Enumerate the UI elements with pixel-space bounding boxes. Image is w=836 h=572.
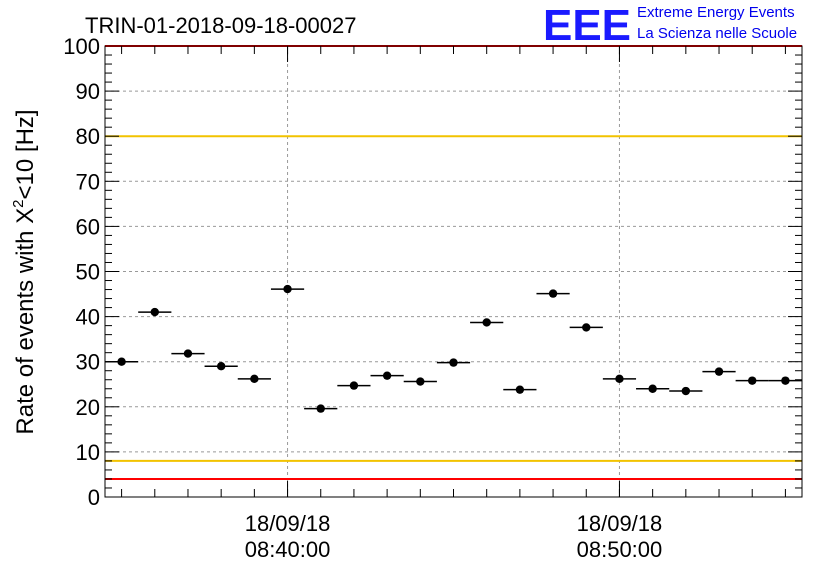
data-point xyxy=(615,374,624,384)
logo-line-2: La Scienza nelle Scuole xyxy=(637,25,797,42)
data-point xyxy=(117,357,126,366)
x-tick-date-label: 18/09/18 xyxy=(245,511,331,536)
y-tick-label: 30 xyxy=(76,350,100,375)
data-point xyxy=(648,384,657,393)
x-tick-date-label: 18/09/18 xyxy=(577,511,663,536)
data-point xyxy=(150,307,159,317)
y-tick-label: 50 xyxy=(76,260,100,285)
data-point xyxy=(714,367,724,376)
data-points xyxy=(105,284,802,413)
y-tick-label: 0 xyxy=(88,485,100,510)
y-tick-labels: 0 10 20 30 40 50 60 70 80 90 100 xyxy=(63,34,100,510)
data-point xyxy=(283,284,292,294)
y-tick-label: 70 xyxy=(76,169,100,194)
data-point xyxy=(316,404,325,413)
data-point xyxy=(349,381,359,390)
data-point xyxy=(216,362,226,371)
logo-mark: EEE xyxy=(543,1,631,50)
y-tick-label: 40 xyxy=(76,305,100,330)
data-point xyxy=(482,318,491,327)
y-tick-label: 60 xyxy=(76,214,100,239)
data-point xyxy=(416,377,425,386)
data-point xyxy=(681,386,691,396)
data-point xyxy=(582,323,591,332)
data-point xyxy=(250,374,259,384)
data-point xyxy=(515,385,525,394)
y-tick-label: 80 xyxy=(76,124,100,149)
data-point xyxy=(748,376,757,385)
y-tick-label: 10 xyxy=(76,440,100,465)
y-axis-label: Rate of events with X2<10 [Hz] xyxy=(10,109,39,434)
grid xyxy=(105,46,802,497)
data-point xyxy=(449,358,458,367)
chart-title: TRIN-01-2018-09-18-00027 xyxy=(85,13,357,38)
y-tick-label: 90 xyxy=(76,79,100,104)
data-point xyxy=(548,289,558,298)
eee-logo: EEE Extreme Energy Events La Scienza nel… xyxy=(543,1,797,50)
y-tick-label: 100 xyxy=(63,34,100,59)
logo-line-1: Extreme Energy Events xyxy=(637,4,795,21)
data-point xyxy=(382,371,392,380)
reference-lines xyxy=(105,45,802,480)
data-point xyxy=(781,376,790,385)
data-point xyxy=(183,349,193,358)
axis-ticks xyxy=(105,45,802,498)
y-tick-label: 20 xyxy=(76,395,100,420)
x-tick-time-label: 08:40:00 xyxy=(245,537,331,562)
x-tick-time-label: 08:50:00 xyxy=(577,537,663,562)
